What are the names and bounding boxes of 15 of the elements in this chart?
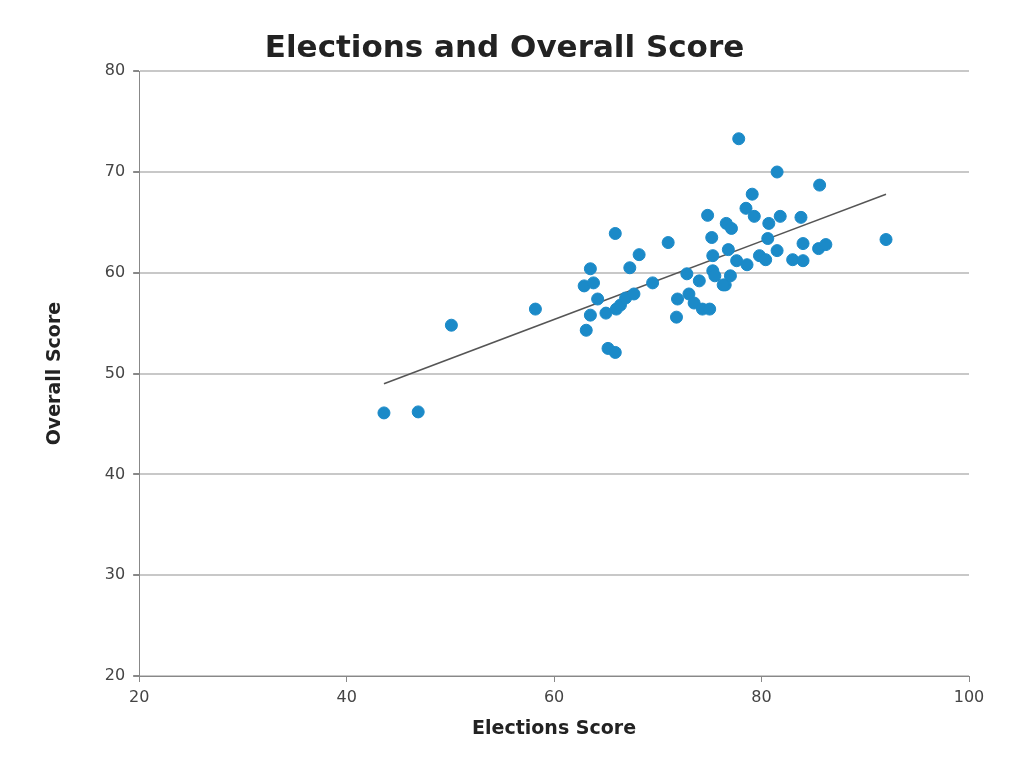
y-tick-label: 50 (104, 362, 126, 382)
y-axis-title: Overall Score (42, 301, 65, 446)
x-axis-title: Elections Score (472, 715, 637, 738)
y-tick-label: 30 (104, 564, 126, 584)
y-tick-label: 20 (104, 665, 126, 685)
y-tick-label: 80 (104, 60, 126, 80)
x-tick-label: 40 (336, 686, 357, 706)
x-tick-label: 60 (543, 686, 565, 706)
chart-title: Elections and Overall Score (264, 27, 745, 64)
x-tick-label: 20 (128, 686, 150, 706)
y-tick-label: 70 (104, 161, 126, 181)
y-tick-label: 40 (104, 463, 126, 483)
x-tick-label: 80 (751, 686, 772, 706)
x-tick-label: 100 (953, 686, 985, 706)
y-tick-label: 60 (104, 261, 126, 281)
